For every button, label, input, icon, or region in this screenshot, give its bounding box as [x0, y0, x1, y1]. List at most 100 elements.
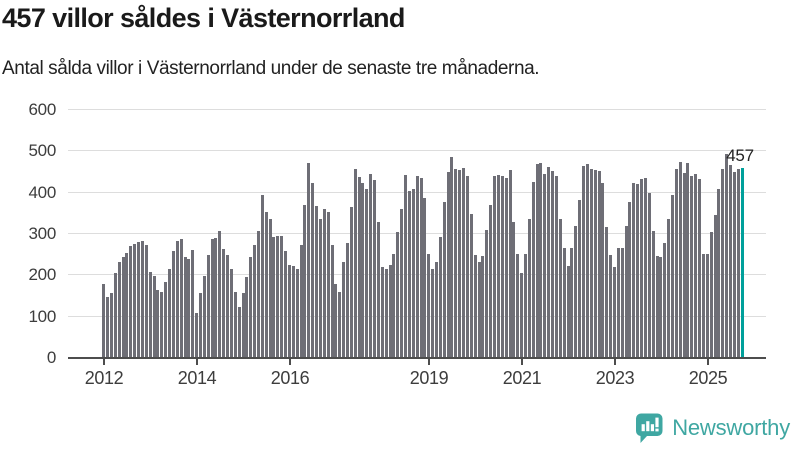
x-axis-tick-mark	[707, 359, 709, 365]
bar	[102, 284, 106, 357]
bar	[260, 195, 264, 357]
bar	[287, 264, 291, 357]
bar	[280, 236, 284, 357]
bar	[620, 247, 624, 357]
y-axis-tick-label: 0	[46, 348, 56, 367]
bar	[698, 179, 702, 357]
bar	[597, 171, 601, 357]
bar	[384, 269, 388, 357]
x-axis-tick-label: 2023	[595, 368, 635, 388]
bar	[647, 192, 651, 357]
bar	[450, 157, 454, 357]
bar	[140, 240, 144, 357]
bar	[593, 169, 597, 357]
bar	[539, 162, 543, 357]
bar	[582, 166, 585, 357]
bar	[264, 211, 268, 357]
bar	[361, 183, 365, 357]
bar	[144, 244, 148, 357]
bar	[338, 291, 342, 357]
highlight-value-label: 457	[726, 146, 754, 165]
bar	[725, 154, 729, 357]
bar	[500, 176, 504, 357]
bar	[516, 254, 520, 357]
bar	[156, 290, 160, 357]
newsworthy-logo-icon	[636, 413, 663, 444]
bar	[195, 312, 199, 357]
bar	[229, 269, 233, 357]
bar	[651, 230, 655, 357]
bar	[554, 176, 558, 357]
bar	[407, 190, 411, 357]
x-axis-tick-label: 2019	[409, 368, 449, 388]
bar	[458, 169, 462, 357]
bar	[523, 254, 527, 357]
bar	[589, 169, 593, 357]
bar	[210, 239, 214, 357]
bar	[585, 164, 589, 357]
bar	[624, 226, 628, 357]
x-axis-tick-mark	[103, 359, 105, 365]
highlighted-bar	[740, 168, 744, 357]
bar	[253, 244, 257, 357]
bar	[489, 204, 493, 357]
bar	[245, 277, 249, 357]
bar	[249, 257, 253, 357]
bar	[643, 178, 647, 357]
bar	[485, 229, 489, 357]
bar	[376, 222, 380, 357]
bar	[198, 292, 202, 357]
bar	[226, 254, 229, 357]
bar	[137, 242, 140, 357]
x-axis-tick-label: 2014	[177, 368, 217, 388]
bar	[284, 251, 288, 357]
x-axis-tick-label: 2016	[270, 368, 310, 388]
bar	[570, 248, 574, 357]
bar	[609, 255, 613, 357]
bar	[206, 255, 210, 357]
brand-footer: Newsworthy	[636, 410, 790, 446]
bar	[117, 261, 121, 357]
bar	[233, 291, 237, 357]
x-axis-line	[68, 357, 766, 359]
bar	[415, 176, 419, 357]
bar	[334, 283, 338, 357]
bar	[164, 281, 168, 357]
bar	[632, 182, 636, 357]
bar	[214, 238, 218, 357]
bar	[318, 218, 322, 357]
bar	[133, 243, 137, 357]
y-axis-tick-label: 100	[28, 307, 57, 326]
bar	[106, 296, 110, 357]
y-axis-tick-label: 300	[28, 224, 57, 243]
bar	[496, 175, 500, 357]
x-axis-tick-mark	[196, 359, 198, 365]
bar	[175, 240, 179, 357]
bar	[469, 214, 473, 357]
bar	[218, 230, 222, 357]
bar	[160, 292, 164, 357]
x-axis-tick-label: 2012	[84, 368, 124, 388]
bar	[736, 168, 740, 357]
bar	[357, 176, 361, 357]
bar	[678, 161, 682, 357]
bar	[373, 180, 376, 357]
bar	[434, 262, 438, 357]
y-axis-tick-label: 600	[28, 100, 57, 119]
bar	[508, 169, 512, 357]
bar	[353, 168, 357, 357]
bar	[183, 257, 187, 357]
bar	[431, 268, 435, 357]
bar	[330, 245, 334, 357]
y-axis-tick-label: 500	[28, 141, 57, 160]
bar	[299, 244, 303, 357]
bar	[659, 257, 663, 357]
bar	[257, 230, 260, 357]
bar	[663, 243, 667, 357]
bar	[109, 292, 113, 357]
bar	[454, 168, 458, 357]
bar	[640, 179, 643, 357]
bar	[202, 276, 206, 357]
bar	[636, 183, 640, 357]
